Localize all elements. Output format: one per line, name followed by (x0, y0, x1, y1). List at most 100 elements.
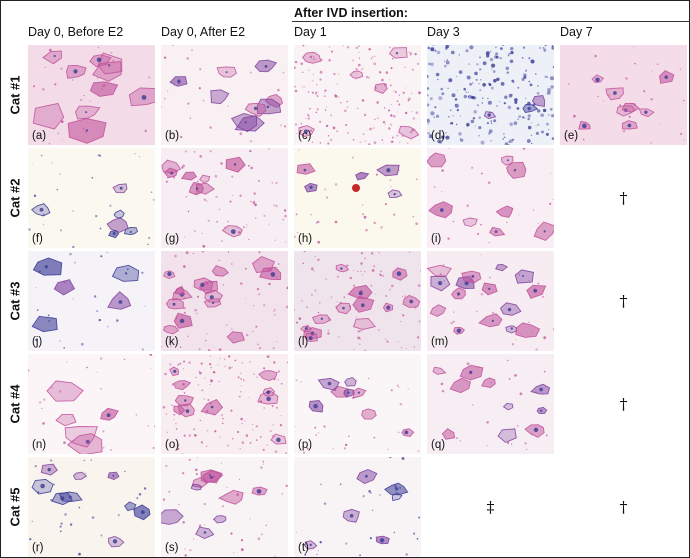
stain-dot (448, 116, 450, 118)
stain-dot (517, 425, 519, 427)
stain-dot (40, 154, 43, 157)
cell-nucleus (379, 538, 385, 543)
stain-dot (336, 301, 338, 303)
cell-nucleus (270, 272, 276, 277)
stain-dot (294, 66, 296, 70)
stain-dot (193, 428, 196, 431)
stain-dot (650, 98, 653, 101)
stain-dot (207, 219, 210, 222)
micrograph-panel: (l) (294, 251, 421, 351)
stain-dot (98, 154, 102, 157)
stain-dot (325, 124, 329, 128)
micrograph-panel: (a) (28, 45, 155, 145)
stain-dot (319, 70, 323, 74)
dagger-symbol: † (619, 497, 628, 517)
stain-dot (447, 87, 449, 90)
stain-dot (296, 321, 299, 324)
stain-dot (314, 256, 316, 258)
stain-dot (478, 116, 481, 119)
stain-dot (480, 224, 482, 226)
stain-dot (33, 194, 37, 197)
stain-dot (203, 398, 206, 400)
stain-dot (529, 83, 533, 87)
stain-dot (319, 483, 322, 486)
stain-dot (139, 156, 140, 158)
stain-dot (385, 71, 389, 74)
stain-dot (458, 70, 463, 75)
stain-dot (389, 179, 392, 182)
stain-dot (524, 442, 527, 445)
stain-dot (252, 429, 254, 431)
stain-dot (310, 129, 312, 132)
stain-dot (523, 73, 525, 75)
stain-dot (124, 470, 126, 473)
epithelial-cell (461, 270, 482, 284)
stain-dot (261, 533, 263, 536)
stain-dot (338, 336, 340, 338)
stain-dot (466, 362, 470, 366)
epithelial-cell (210, 89, 230, 105)
stain-dot (307, 115, 310, 118)
stain-dot (486, 445, 488, 447)
stain-dot (183, 311, 186, 314)
stain-dot (41, 407, 43, 409)
stain-dot (323, 92, 325, 94)
stain-dot (166, 431, 168, 433)
stain-dot (389, 457, 392, 459)
stain-dot (34, 465, 37, 468)
stain-dot (415, 111, 419, 114)
stain-dot (266, 355, 270, 358)
stain-dot (277, 378, 279, 381)
stain-dot (272, 347, 275, 350)
epithelial-cell (429, 304, 447, 317)
stain-dot (573, 114, 576, 118)
stain-dot (384, 123, 386, 125)
stain-dot (359, 554, 361, 557)
cell-nucleus (582, 123, 587, 129)
stain-dot (283, 209, 287, 212)
stain-dot (444, 64, 447, 68)
stain-dot (102, 446, 105, 449)
stain-dot (417, 284, 421, 287)
cell-nucleus (404, 430, 409, 435)
stain-dot (499, 57, 502, 60)
micrograph-image (161, 251, 288, 351)
cell-nucleus (365, 474, 368, 478)
stain-dot (36, 309, 39, 311)
stain-dot (459, 71, 462, 73)
stain-dot (174, 254, 177, 258)
cell-nucleus (44, 265, 48, 269)
stain-dot (274, 239, 276, 241)
stain-dot (317, 432, 320, 434)
stain-dot (527, 114, 531, 118)
stain-dot (390, 389, 393, 392)
stain-dot (234, 359, 237, 362)
stain-dot (294, 60, 298, 64)
cell-nucleus (487, 113, 491, 117)
stain-dot (408, 97, 411, 100)
stain-dot (466, 75, 471, 80)
stain-dot (416, 178, 418, 180)
cell-nucleus (361, 303, 365, 307)
stain-dot (35, 287, 37, 289)
stain-dot (80, 342, 84, 346)
epithelial-cell (259, 266, 282, 280)
stain-dot (127, 268, 129, 271)
stain-dot (173, 413, 176, 416)
stain-dot (195, 473, 198, 476)
stain-dot (445, 135, 450, 140)
stain-dot (316, 84, 318, 86)
stain-dot (508, 140, 511, 143)
stain-dot (206, 445, 208, 447)
stain-dot (324, 109, 327, 111)
stain-dot (313, 58, 315, 60)
stain-dot (481, 102, 483, 104)
stain-dot (254, 217, 257, 220)
stain-dot (494, 55, 498, 59)
stain-dot (231, 437, 234, 440)
stain-dot (323, 502, 327, 505)
stain-dot (256, 287, 260, 291)
stain-dot (402, 314, 405, 317)
stain-dot (434, 106, 437, 109)
stain-dot (367, 129, 369, 131)
